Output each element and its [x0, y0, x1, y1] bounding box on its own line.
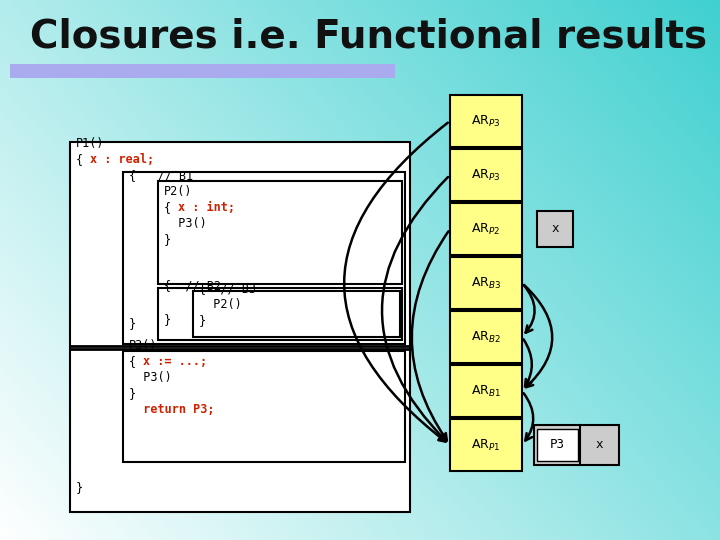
- Bar: [123, 172, 405, 344]
- Text: $\mathrm{AR}_{B2}$: $\mathrm{AR}_{B2}$: [471, 329, 501, 345]
- Text: }: }: [76, 481, 83, 494]
- Text: P1(): P1(): [76, 137, 104, 150]
- Text: {: {: [164, 201, 179, 214]
- Bar: [534, 425, 619, 465]
- Text: $\mathrm{AR}_{P1}$: $\mathrm{AR}_{P1}$: [472, 437, 500, 453]
- Text: P2(): P2(): [164, 185, 192, 198]
- Bar: [537, 429, 578, 461]
- Text: {   // B1: { // B1: [129, 169, 193, 182]
- Bar: [450, 257, 522, 309]
- Text: }: }: [164, 233, 171, 246]
- Bar: [450, 365, 522, 417]
- Bar: [537, 211, 573, 247]
- Text: $\mathrm{AR}_{B1}$: $\mathrm{AR}_{B1}$: [471, 383, 501, 399]
- FancyArrowPatch shape: [382, 177, 448, 441]
- Text: x : int;: x : int;: [178, 201, 235, 214]
- Text: $\mathrm{AR}_{P3}$: $\mathrm{AR}_{P3}$: [472, 113, 500, 129]
- FancyArrowPatch shape: [523, 393, 534, 441]
- Bar: [450, 311, 522, 363]
- Text: {  // B2: { // B2: [164, 279, 221, 292]
- Text: {: {: [129, 355, 143, 368]
- Text: x := ...;: x := ...;: [143, 355, 207, 368]
- Text: P3(): P3(): [129, 339, 158, 352]
- Text: P2(): P2(): [199, 298, 242, 311]
- Text: }: }: [129, 317, 136, 330]
- Text: }: }: [199, 314, 206, 327]
- Text: {: {: [76, 153, 90, 166]
- Text: $\mathrm{AR}_{P3}$: $\mathrm{AR}_{P3}$: [472, 167, 500, 183]
- Text: P3(): P3(): [129, 371, 172, 384]
- Text: {  // B3: { // B3: [199, 282, 256, 295]
- FancyArrowPatch shape: [344, 123, 448, 442]
- Text: Closures i.e. Functional results: Closures i.e. Functional results: [30, 18, 707, 56]
- Text: x: x: [552, 222, 559, 235]
- Text: P3(): P3(): [164, 217, 207, 230]
- Text: $\mathrm{AR}_{B3}$: $\mathrm{AR}_{B3}$: [471, 275, 501, 291]
- Bar: [450, 203, 522, 255]
- FancyArrowPatch shape: [412, 231, 449, 441]
- Text: x: x: [595, 438, 603, 451]
- Text: P3: P3: [549, 438, 564, 451]
- Bar: [450, 149, 522, 201]
- Bar: [158, 288, 402, 340]
- Text: }: }: [129, 387, 136, 400]
- Bar: [10, 64, 395, 78]
- Text: $\mathrm{AR}_{P2}$: $\mathrm{AR}_{P2}$: [472, 221, 500, 237]
- Bar: [123, 351, 405, 462]
- FancyArrowPatch shape: [523, 339, 532, 386]
- Text: x : real;: x : real;: [90, 153, 154, 166]
- Text: return P3;: return P3;: [129, 403, 215, 416]
- Bar: [450, 419, 522, 471]
- Text: }: }: [164, 313, 171, 326]
- FancyArrowPatch shape: [524, 285, 552, 387]
- Bar: [193, 291, 400, 337]
- Bar: [158, 180, 402, 284]
- Bar: [450, 95, 522, 147]
- Bar: [70, 142, 410, 512]
- FancyArrowPatch shape: [524, 285, 535, 333]
